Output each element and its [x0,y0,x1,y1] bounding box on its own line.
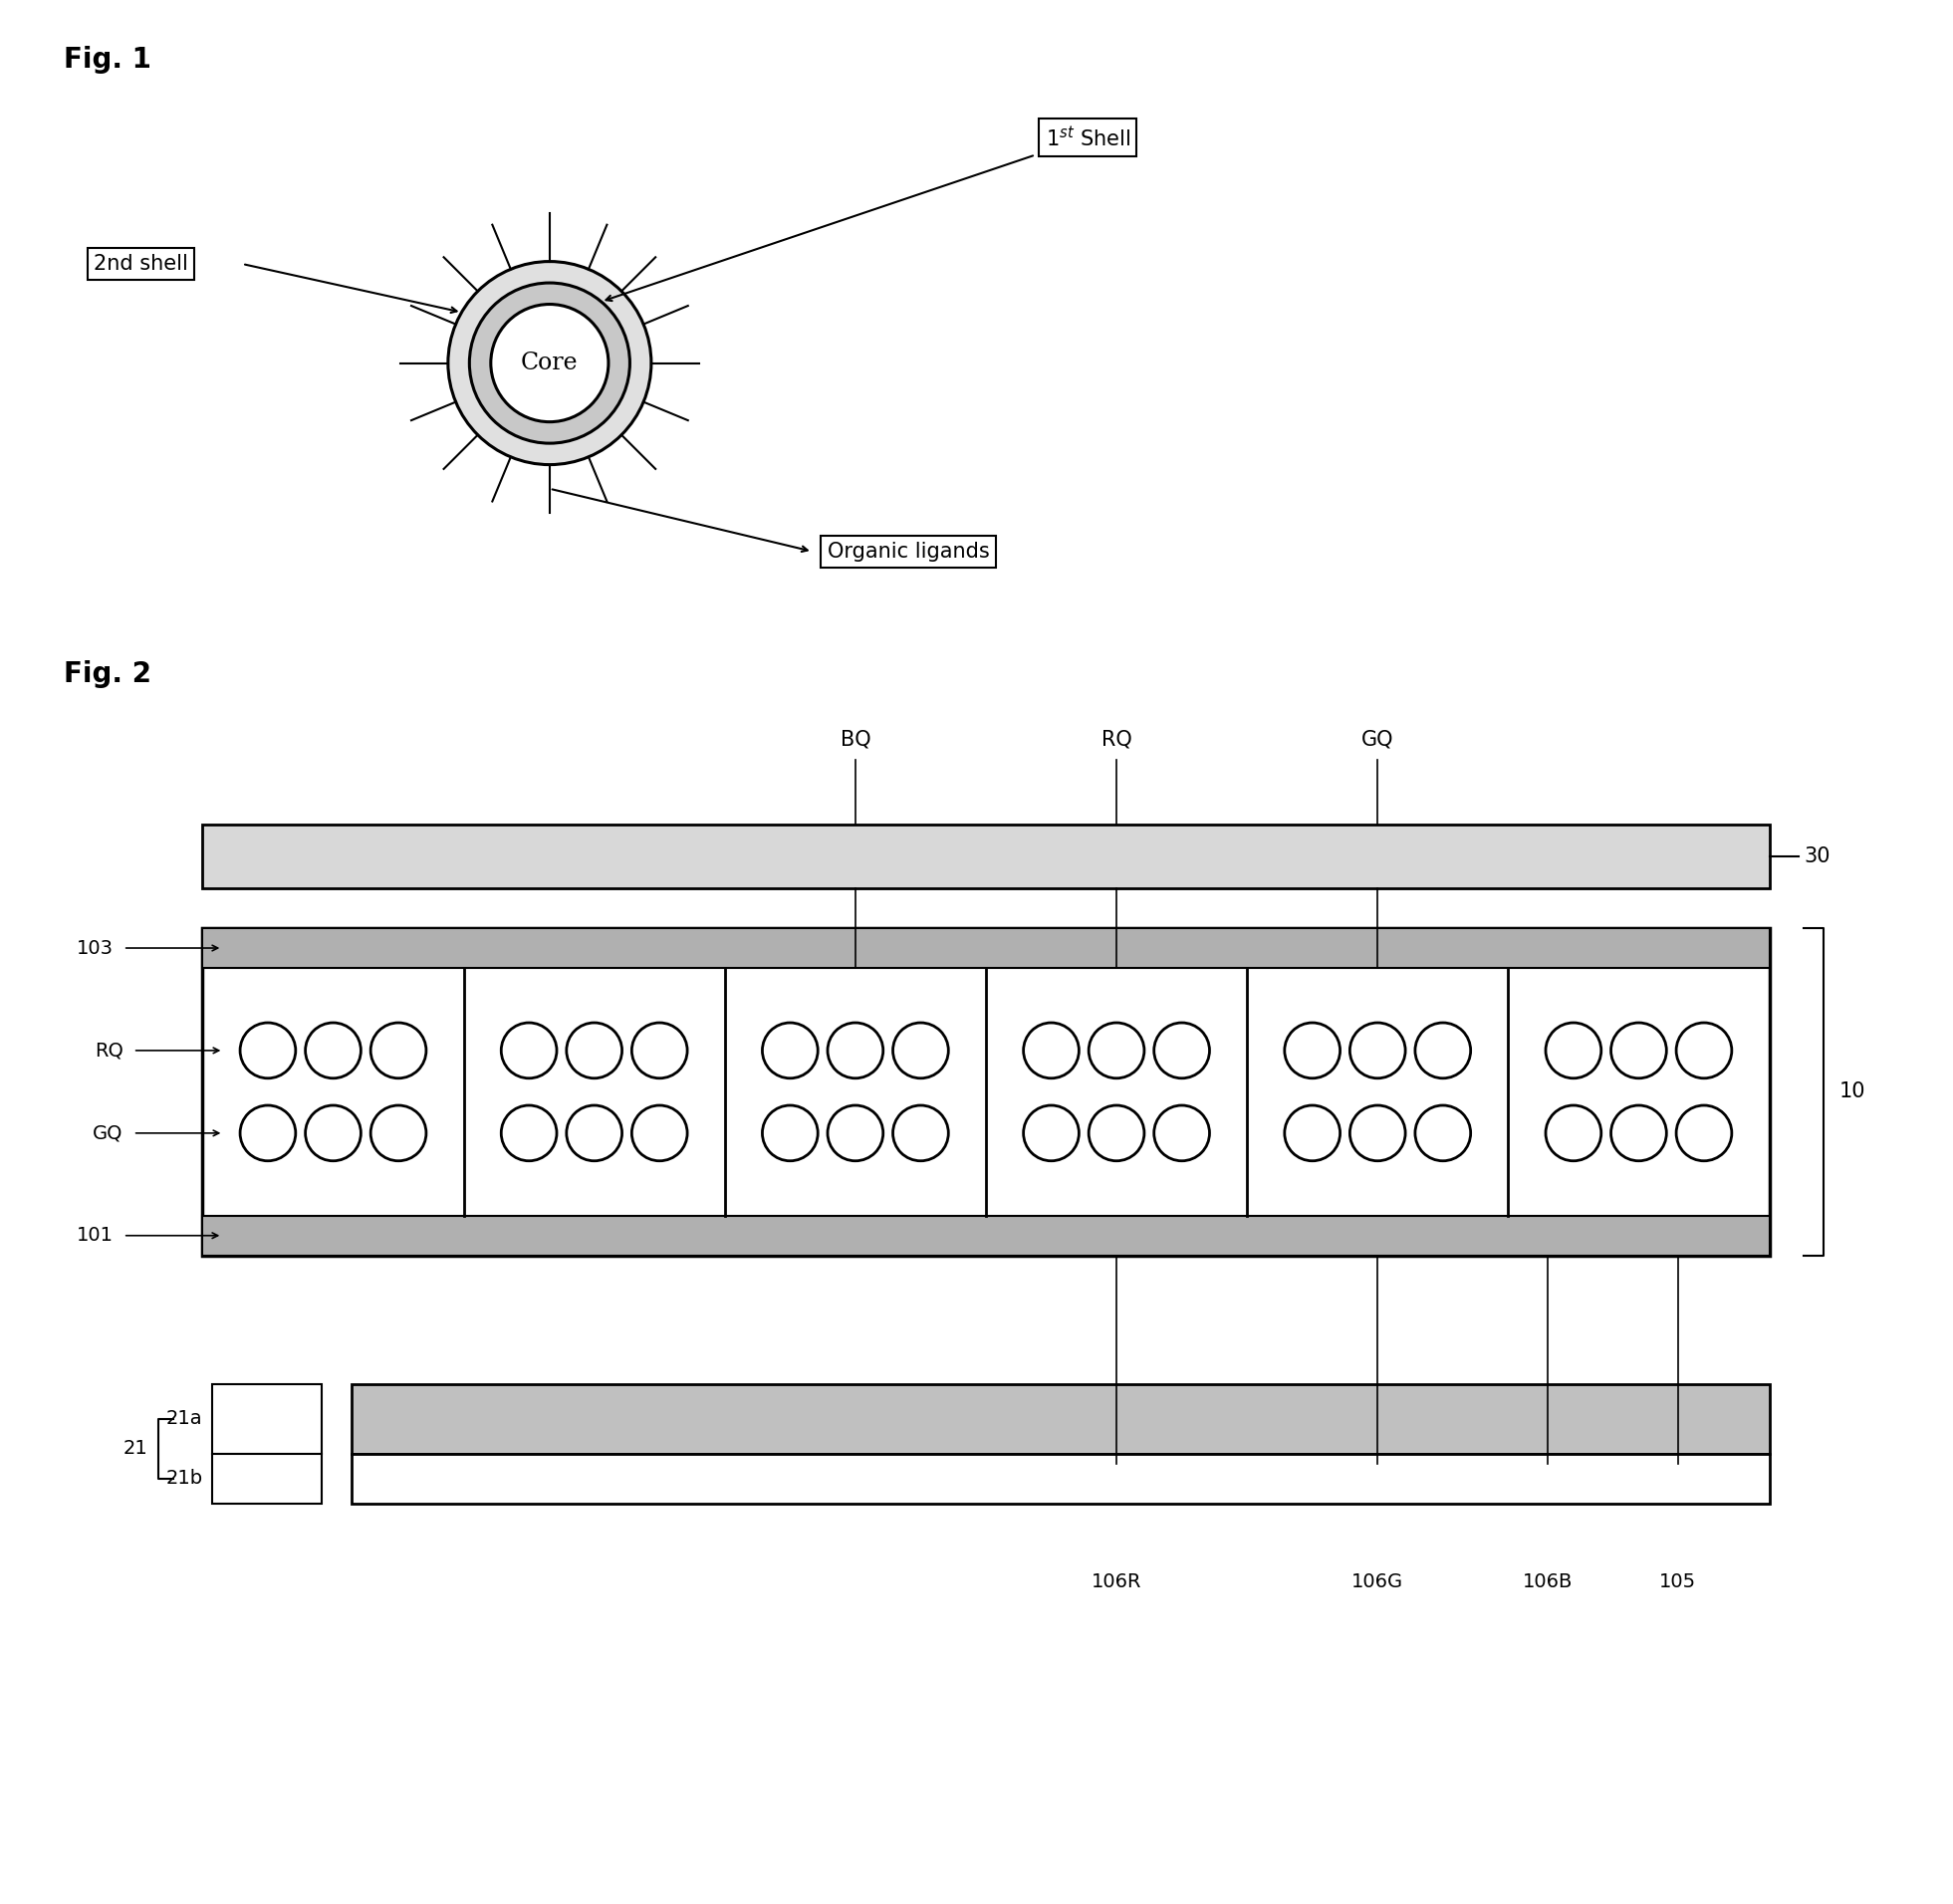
Text: 106B: 106B [1521,1573,1572,1592]
Text: GQ: GQ [94,1123,123,1142]
Bar [213,1453,322,1504]
Text: Fig. 2: Fig. 2 [64,661,152,689]
Bar [213,1384,322,1453]
Text: 103: 103 [76,939,113,958]
Bar [203,824,1769,889]
Text: 21b: 21b [166,1470,203,1487]
Text: 101: 101 [76,1226,113,1245]
Text: 21: 21 [123,1439,148,1458]
Text: 105: 105 [1660,1573,1697,1592]
Circle shape [447,261,650,465]
Text: 2nd shell: 2nd shell [94,253,187,274]
Text: 10: 10 [1838,1081,1865,1102]
Text: 106R: 106R [1092,1573,1143,1592]
Text: 106G: 106G [1351,1573,1404,1592]
Text: BQ: BQ [840,729,871,750]
Text: GQ: GQ [1361,729,1394,750]
Text: Organic ligands: Organic ligands [828,541,990,562]
Text: 30: 30 [1805,847,1830,866]
Text: $1^{st}$ Shell: $1^{st}$ Shell [1045,126,1131,150]
Bar [203,929,1769,1255]
Text: RQ: RQ [1101,729,1133,750]
Text: Core: Core [521,352,578,375]
Bar [352,1384,1769,1453]
Circle shape [447,261,650,465]
Circle shape [469,284,629,444]
Text: RQ: RQ [94,1041,123,1061]
Bar [352,1453,1769,1504]
Circle shape [490,305,609,423]
Bar [203,929,1769,967]
Bar [203,1217,1769,1255]
Text: 21a: 21a [166,1409,203,1428]
Text: Fig. 1: Fig. 1 [64,46,150,74]
